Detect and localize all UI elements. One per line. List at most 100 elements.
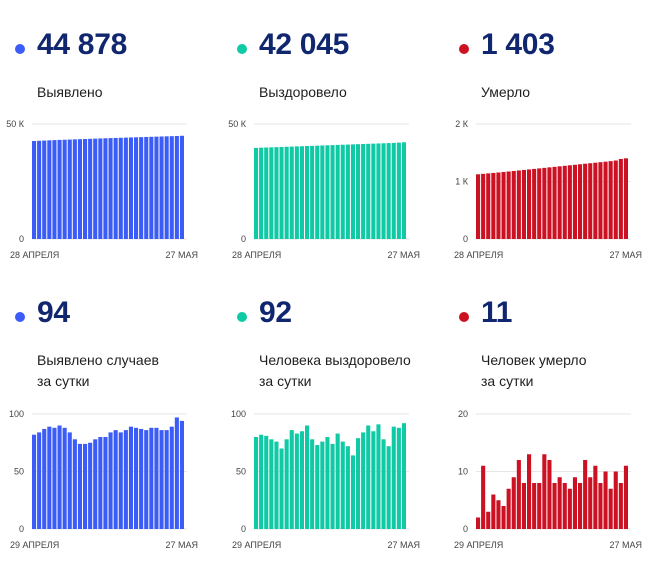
bar xyxy=(511,477,516,529)
bar xyxy=(613,471,618,529)
stat-row: 94 xyxy=(0,296,222,338)
bar xyxy=(613,160,618,239)
bar xyxy=(567,488,572,529)
bar xyxy=(284,439,289,529)
bar xyxy=(128,137,133,239)
bar xyxy=(501,172,506,239)
total-detected-value: 44 878 xyxy=(37,28,127,61)
series-dot xyxy=(237,44,247,54)
bar xyxy=(320,145,325,239)
stat-row: 92 xyxy=(222,296,444,338)
bar xyxy=(491,494,496,529)
bar xyxy=(501,506,506,529)
total-deaths-label: Умерло xyxy=(481,82,530,103)
bar xyxy=(361,432,366,529)
bar xyxy=(623,465,628,529)
bar xyxy=(532,168,537,239)
y-tick-label: 0 xyxy=(19,234,24,244)
bar xyxy=(103,138,108,239)
x-end-label: 27 МАЯ xyxy=(165,540,198,550)
bar xyxy=(537,483,542,529)
bar xyxy=(77,443,82,529)
bar xyxy=(113,430,118,529)
bar xyxy=(37,140,42,239)
bar xyxy=(588,477,593,529)
bar xyxy=(123,137,128,239)
x-start-label: 29 АПРЕЛЯ xyxy=(454,540,503,550)
bar xyxy=(376,143,381,239)
bar xyxy=(299,431,304,529)
bar xyxy=(93,439,98,529)
bar xyxy=(174,417,179,529)
bar xyxy=(496,500,501,529)
bar xyxy=(284,146,289,239)
bar xyxy=(72,439,77,529)
bar xyxy=(289,146,294,239)
bar xyxy=(294,433,299,529)
label-line: Человек умерло xyxy=(481,352,587,368)
bar xyxy=(83,443,88,529)
bar xyxy=(486,511,491,529)
y-tick-label: 0 xyxy=(241,524,246,534)
bar xyxy=(159,430,164,529)
bar xyxy=(401,142,406,239)
bar xyxy=(340,144,345,239)
bar xyxy=(593,465,598,529)
bar xyxy=(174,136,179,239)
y-tick-label: 50 К xyxy=(6,119,25,129)
bar xyxy=(516,170,521,239)
bar xyxy=(476,174,481,239)
x-end-label: 27 МАЯ xyxy=(165,250,198,260)
bar xyxy=(521,483,526,529)
bar xyxy=(134,427,139,529)
bar xyxy=(77,139,82,239)
bar xyxy=(269,147,274,239)
y-tick-label: 10 xyxy=(458,467,468,477)
x-start-label: 29 АПРЕЛЯ xyxy=(10,540,59,550)
total-recovered-value: 42 045 xyxy=(259,28,349,61)
bar xyxy=(144,136,149,239)
bar xyxy=(169,426,174,529)
y-tick-label: 50 xyxy=(236,467,246,477)
x-end-label: 27 МАЯ xyxy=(609,250,642,260)
y-tick-label: 0 xyxy=(463,234,468,244)
label-line: Выздоровело xyxy=(259,84,347,100)
bar xyxy=(371,431,376,529)
chart-detected: 0 50 К 28 АПРЕЛЯ 27 МАЯ xyxy=(6,119,198,260)
bar xyxy=(542,167,547,239)
bar xyxy=(159,136,164,239)
bar xyxy=(335,144,340,239)
bar xyxy=(527,454,532,529)
y-tick-label: 100 xyxy=(9,409,24,419)
bar xyxy=(289,430,294,529)
bar xyxy=(345,446,350,529)
total-recovered-label: Выздоровело xyxy=(259,82,347,103)
y-tick-label: 0 xyxy=(463,524,468,534)
bar xyxy=(164,430,169,529)
bar xyxy=(578,483,583,529)
bar xyxy=(340,441,345,529)
bar xyxy=(537,168,542,239)
bar xyxy=(98,138,103,239)
series-dot xyxy=(459,312,469,322)
total-detected-label: Выявлено xyxy=(37,82,103,103)
bar xyxy=(608,161,613,239)
x-end-label: 27 МАЯ xyxy=(387,250,420,260)
bar xyxy=(391,142,396,239)
bar xyxy=(67,139,72,239)
bar xyxy=(552,483,557,529)
bar xyxy=(93,138,98,239)
bar xyxy=(506,171,511,239)
bar xyxy=(32,141,37,239)
bar xyxy=(381,439,386,529)
bar xyxy=(381,143,386,239)
bar xyxy=(134,137,139,239)
label-line: Выявлено xyxy=(37,84,103,100)
bar xyxy=(608,488,613,529)
bar xyxy=(154,136,159,239)
bar xyxy=(330,443,335,529)
bar xyxy=(52,427,57,529)
bar xyxy=(386,446,391,529)
x-end-label: 27 МАЯ xyxy=(609,540,642,550)
bar xyxy=(562,165,567,239)
